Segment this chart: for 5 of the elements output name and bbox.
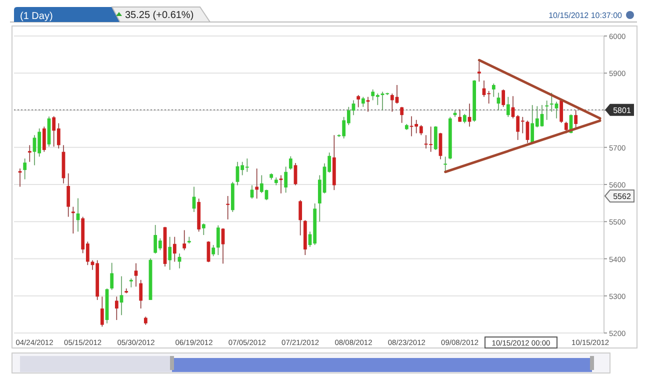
text: 5562 (613, 192, 632, 201)
chart-subtitle: 35.25 (+0.61%) (125, 10, 194, 21)
text: 10/15/2012 10:37:00 (548, 11, 623, 20)
chart-title: (1 Day) (20, 11, 53, 22)
ref-line-label: 5801 (613, 106, 632, 115)
